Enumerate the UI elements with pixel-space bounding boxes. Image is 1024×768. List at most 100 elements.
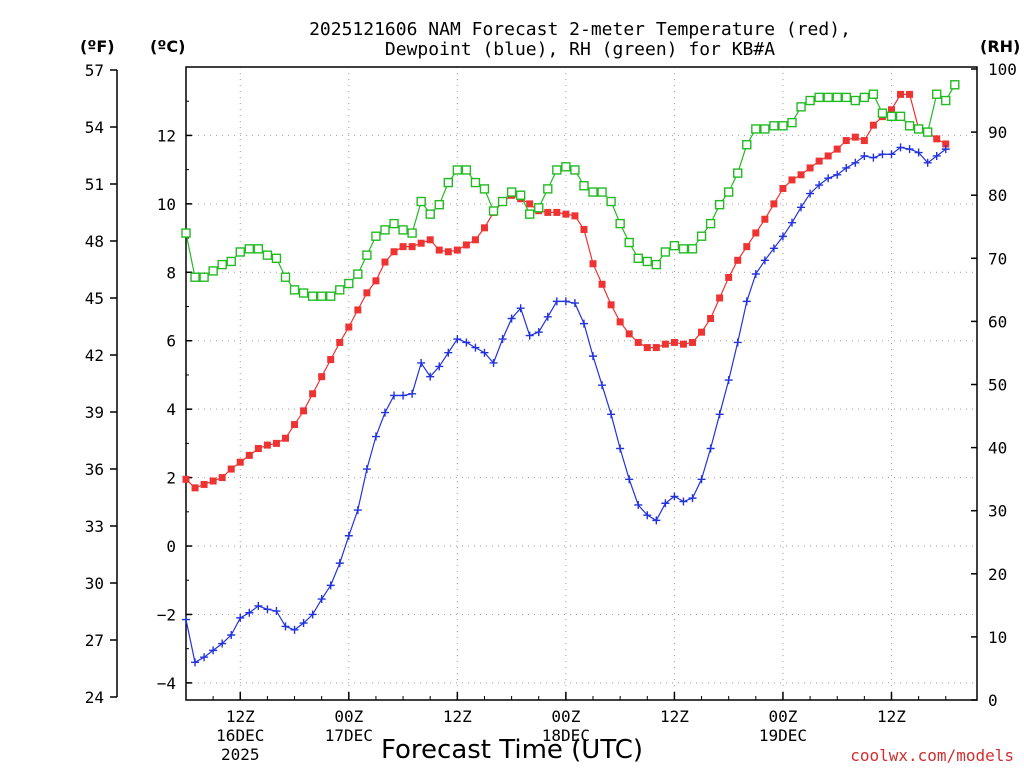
temperature-point [426, 236, 434, 244]
dewpoint-point [471, 343, 480, 352]
series-layer [181, 80, 960, 667]
rh-point [371, 231, 381, 241]
rh-point [588, 187, 598, 197]
dewpoint-point [507, 314, 516, 323]
temperature-point [354, 306, 362, 314]
rh-point [307, 291, 318, 301]
temperature-point [824, 152, 832, 160]
temperature-point [544, 208, 552, 216]
dewpoint-point [670, 492, 679, 501]
rh-tick-label: 0 [988, 691, 998, 710]
time-date-label: 19DEC [759, 726, 807, 745]
temperature-point [716, 294, 724, 302]
temperature-point [652, 344, 660, 352]
rh-point [895, 111, 906, 122]
celsius-tick-label: −4 [157, 674, 176, 693]
temperature-point [788, 176, 796, 184]
dewpoint-point [851, 158, 860, 167]
fahrenheit-unit-label: (ºF) [80, 37, 115, 56]
rh-point [886, 111, 897, 122]
rh-axis: 0 10 20 30 40 50 60 70 80 90 100 [971, 60, 1017, 710]
fahrenheit-tick-label: 48 [85, 232, 104, 251]
rh-point [452, 165, 463, 175]
fahrenheit-tick-label: 42 [85, 346, 104, 365]
dewpoint-point [245, 608, 254, 617]
rh-tick-label: 50 [988, 376, 1007, 395]
rh-point [280, 272, 291, 282]
temperature-point [309, 390, 317, 398]
temperature-point [453, 246, 461, 254]
temperature-point [607, 301, 615, 309]
fahrenheit-tick-label: 27 [85, 631, 104, 650]
rh-point [733, 168, 743, 178]
fahrenheit-tick-label: 36 [85, 460, 104, 479]
temperature-point [390, 248, 398, 256]
dewpoint-point [561, 297, 570, 306]
rh-point [217, 259, 227, 270]
rh-point [723, 187, 734, 197]
rh-point [199, 272, 209, 282]
temperature-point [291, 421, 299, 429]
temperature-point [725, 273, 733, 281]
rh-point [552, 165, 562, 175]
dewpoint-point [335, 559, 344, 568]
dewpoint-point [272, 607, 281, 616]
temperature-point [580, 226, 588, 234]
dewpoint-point [815, 181, 824, 190]
temperature-point [752, 229, 760, 237]
rh-point [335, 285, 345, 295]
rh-point [597, 187, 607, 197]
rh-point [407, 228, 417, 238]
temperature-point [191, 484, 199, 492]
rh-point [262, 250, 273, 260]
rh-point [561, 162, 571, 172]
dewpoint-point [263, 605, 272, 614]
time-tick-label: 00Z [334, 707, 363, 726]
temperature-point [209, 477, 217, 485]
dewpoint-point [353, 506, 362, 515]
rh-point [434, 199, 444, 210]
temperature-point [906, 90, 914, 98]
time-year-label: 2025 [221, 745, 260, 764]
temperature-point [318, 373, 326, 381]
dewpoint-point [426, 372, 435, 381]
dewpoint-point [435, 362, 444, 371]
rh-point [696, 231, 707, 241]
rh-tick-label: 90 [988, 123, 1007, 142]
credit-link[interactable]: coolwx.com/models [850, 746, 1014, 765]
dewpoint-point [380, 408, 389, 417]
dewpoint-point [742, 297, 751, 306]
temperature-point [263, 441, 271, 449]
dewpoint-point [344, 531, 353, 540]
dewpoint-point [706, 444, 715, 453]
dewpoint-point [489, 358, 498, 367]
temperature-point [399, 243, 407, 251]
time-tick-label: 00Z [551, 707, 580, 726]
fahrenheit-tick-label: 39 [85, 403, 104, 422]
chart-title-line2: Dewpoint (blue), RH (green) for KB#A [385, 39, 775, 60]
dewpoint-point [371, 432, 380, 441]
temperature-point [860, 137, 868, 145]
dewpoint-point [760, 256, 769, 265]
rh-point [534, 203, 544, 213]
rh-point [208, 266, 218, 276]
temperature-point [553, 208, 561, 216]
temperature-point [300, 407, 308, 415]
dewpoint-point [733, 338, 742, 347]
temperature-point [281, 434, 289, 442]
temperature-point [254, 445, 262, 453]
temperature-point [327, 356, 335, 364]
dewpoint-point [543, 312, 552, 321]
rh-tick-label: 80 [988, 186, 1007, 205]
temperature-point [797, 171, 805, 179]
celsius-tick-label: 8 [166, 263, 176, 282]
dewpoint-point [643, 511, 652, 520]
temperature-point [462, 241, 470, 249]
dewpoint-point [932, 151, 941, 160]
time-tick-label: 00Z [768, 707, 797, 726]
rh-point [570, 165, 580, 175]
time-tick-label: 12Z [443, 707, 472, 726]
rh-point [398, 225, 408, 235]
time-date-label: 17DEC [325, 726, 373, 745]
temperature-point [381, 258, 389, 266]
